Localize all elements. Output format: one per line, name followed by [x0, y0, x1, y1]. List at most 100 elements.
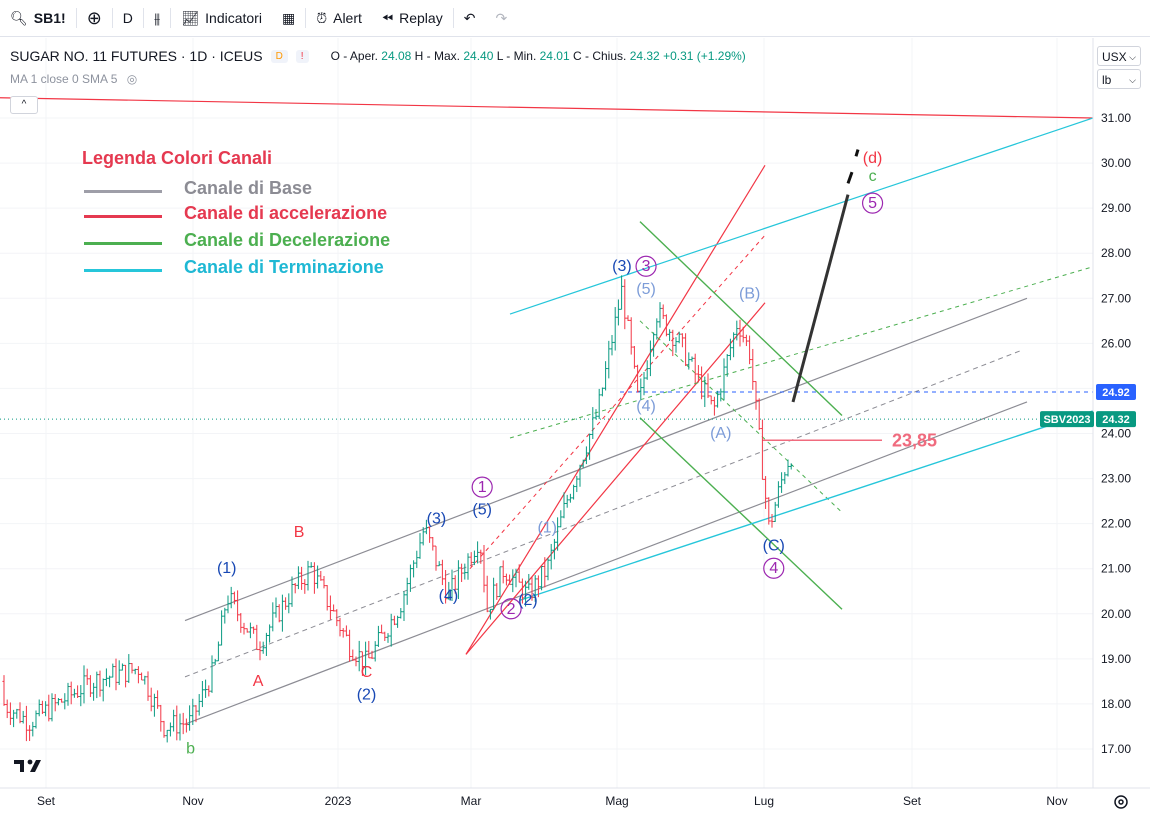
open-label: O - Aper. [330, 49, 378, 63]
alarm-clock-icon: ⏰︎ [316, 9, 328, 26]
time-tick-label: Nov [182, 794, 203, 808]
unit-select[interactable]: lb ⌵ [1097, 69, 1141, 89]
wave-label-circle [763, 557, 785, 579]
price-tick-label: 27.00 [1101, 291, 1131, 305]
chevron-down-icon: ⌵ [1129, 52, 1136, 62]
channel-lines [0, 97, 1093, 725]
wave-label: (4) [439, 587, 459, 604]
channel-line [639, 320, 843, 513]
price-axis[interactable]: 31.0030.0029.0028.0027.0026.0025.0024.00… [1040, 111, 1136, 756]
currency-select[interactable]: USX ⌵ [1097, 46, 1141, 66]
rewind-icon: ⏪︎ [381, 9, 394, 26]
data-delay-badge[interactable]: D [270, 49, 288, 63]
channel-line [469, 234, 766, 570]
ma-label: MA 1 close 0 SMA 5 [10, 72, 118, 86]
wave-label: (5) [636, 281, 656, 298]
wave-label-circle [471, 476, 493, 498]
chart-type-button[interactable]: ⫵ [144, 0, 170, 36]
channel-legend-title: Legenda Colori Canali [82, 148, 273, 168]
wave-label: 5 [868, 195, 877, 212]
channel-line [184, 349, 1023, 678]
undo-button[interactable]: ↶ [454, 0, 486, 36]
time-tick-label: Nov [1046, 794, 1067, 808]
price-tick-label: 18.00 [1101, 697, 1131, 711]
ma-indicator-legend[interactable]: MA 1 close 0 SMA 5 ◎ [10, 72, 137, 86]
time-tick-label: Mag [605, 794, 628, 808]
wave-label: (C) [763, 538, 785, 555]
channel-line [639, 417, 843, 610]
redo-button[interactable]: ↷ [485, 0, 517, 36]
price-tag-label: 24.92 [1102, 387, 1130, 399]
divider [142, 8, 144, 28]
undo-icon: ↶ [463, 9, 476, 26]
currency-label: USX [1102, 50, 1127, 64]
collapse-legend-button[interactable]: ^ [10, 96, 38, 114]
base-channel-swatch [84, 190, 162, 193]
time-tick-label: 2023 [325, 794, 352, 808]
warning-badge[interactable]: ! [295, 49, 309, 63]
price-tick-label: 28.00 [1101, 246, 1131, 260]
time-tick-label: Set [903, 794, 922, 808]
high-label: H - Max. [414, 49, 460, 63]
alert-button[interactable]: ⏰︎ Alert [306, 0, 372, 36]
termination-channel-swatch [84, 269, 162, 272]
indicators-icon: 📈︎ [181, 9, 200, 26]
wave-label: (2) [357, 686, 377, 703]
wave-label-circle [500, 598, 522, 620]
bars-icon: ⫵ [153, 9, 161, 26]
price-tick-label: 23.00 [1101, 472, 1131, 486]
wave-label: 4 [769, 560, 778, 577]
price-tag-label: SBV2023 [1043, 414, 1090, 426]
indicators-button[interactable]: 📈︎ Indicatori [171, 0, 272, 36]
price-tag-bg [1096, 384, 1136, 401]
time-axis[interactable]: Set Nov 2023 Mar Mag Lug Set Nov [37, 794, 1068, 808]
interval-button[interactable]: D [113, 0, 143, 36]
level-label: 23,85 [892, 430, 937, 450]
price-tick-label: 31.00 [1101, 111, 1131, 125]
search-icon: 🔍︎ [10, 9, 28, 26]
channel-line [184, 297, 1028, 622]
replay-button[interactable]: ⏪︎ Replay [372, 0, 453, 36]
instrument-title[interactable]: SUGAR NO. 11 FUTURES · 1D · ICEUS [10, 48, 263, 64]
price-tick-label: 20.00 [1101, 607, 1131, 621]
wave-label: (4) [636, 398, 656, 415]
hidden-eye-icon[interactable]: ◎ [126, 72, 138, 86]
tradingview-logo[interactable] [14, 759, 41, 772]
replay-label: Replay [399, 10, 443, 26]
acceleration-channel-label: Canale di accelerazione [184, 203, 388, 223]
layouts-button[interactable]: ▦ [272, 0, 305, 36]
price-tick-label: 22.00 [1101, 517, 1131, 531]
channel-line [0, 97, 1093, 119]
indicators-label: Indicatori [205, 10, 262, 26]
wave-label: (1) [537, 520, 557, 537]
add-symbol-button[interactable]: ⊕ [77, 0, 112, 36]
channel-line [519, 410, 1093, 601]
alert-label: Alert [333, 10, 362, 26]
wave-annotations: (d)c 5 (3) 3 (5) (B) (4) (A) 1 (5) (1) (3) (C) 4 B (1) (… [186, 150, 937, 757]
channel-line [509, 266, 1093, 439]
symbol-search[interactable]: 🔍︎ SB1! [0, 0, 76, 36]
gear-icon[interactable] [1114, 795, 1128, 809]
top-toolbar: 🔍︎ SB1! ⊕ D ⫵ 📈︎ Indicatori ▦ ⏰︎ Alert ⏪… [0, 0, 1150, 37]
price-tick-label: 19.00 [1101, 652, 1131, 666]
price-bars [2, 275, 793, 743]
price-tick-label: 17.00 [1101, 742, 1131, 756]
price-tag-bg [1096, 411, 1136, 428]
price-tick-label: 29.00 [1101, 201, 1131, 215]
divider [170, 8, 172, 28]
acceleration-channel-swatch [84, 215, 162, 218]
wave-label: (2) [518, 592, 538, 609]
close-value: 24.32 [629, 49, 660, 63]
channel-line [509, 117, 1093, 315]
price-tick-label: 26.00 [1101, 336, 1131, 350]
deceleration-channel-label: Canale di Decelerazione [184, 230, 391, 250]
channel-line [184, 401, 1028, 725]
divider [305, 8, 307, 28]
price-tag-bg [1040, 411, 1094, 428]
time-tick-label: Lug [754, 794, 774, 808]
wave-label: C [361, 664, 373, 681]
wave-label-circle [635, 255, 657, 277]
channel-legend-item: Canale di Decelerazione [80, 230, 440, 254]
wave-label: b [186, 741, 195, 758]
price-chart[interactable]: (d)c 5 (3) 3 (5) (B) (4) (A) 1 (5) (1) (3) (C) 4 B (1) (… [0, 38, 1150, 823]
